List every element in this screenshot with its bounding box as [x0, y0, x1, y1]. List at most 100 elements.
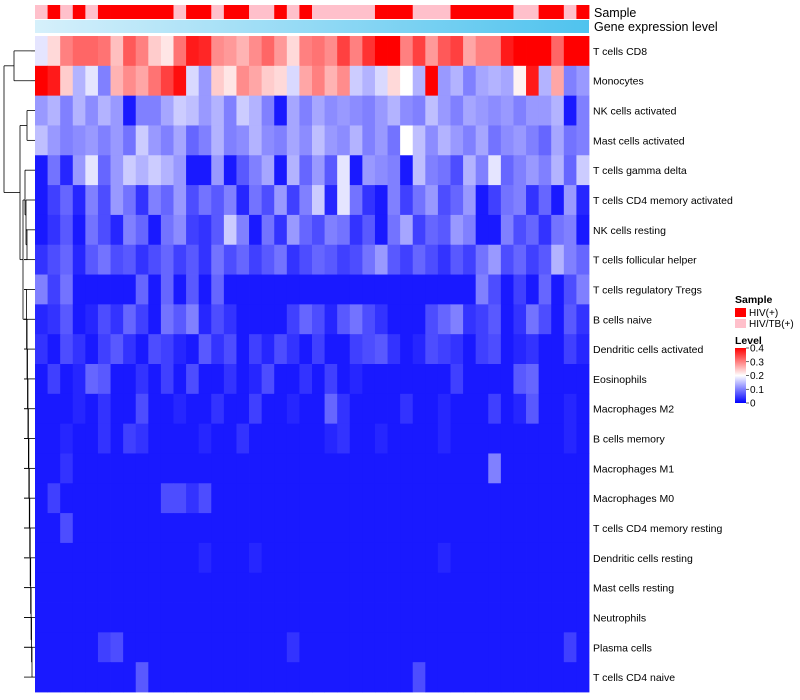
heatmap-cell — [513, 214, 527, 246]
heatmap-cell — [400, 334, 414, 365]
heatmap-cell — [72, 632, 86, 663]
heatmap-cell — [488, 632, 502, 663]
heatmap-cell — [160, 513, 174, 544]
heatmap-cell — [349, 364, 363, 395]
heatmap-cell — [526, 36, 540, 67]
heatmap-cell — [274, 364, 288, 395]
heatmap-cell — [500, 572, 514, 603]
heatmap-cell — [236, 214, 250, 246]
heatmap-cell — [513, 632, 527, 663]
heatmap-cell — [60, 453, 74, 484]
heatmap-cell — [513, 542, 527, 574]
heatmap-cell — [425, 632, 439, 663]
heatmap-cell — [551, 334, 565, 365]
heatmap-cell — [85, 453, 99, 484]
heatmap-cell — [249, 423, 263, 454]
heatmap-cell — [412, 304, 426, 335]
heatmap-cell — [463, 572, 477, 603]
heatmap-cell — [85, 155, 99, 186]
heatmap-cell — [249, 364, 263, 395]
heatmap-cell — [274, 36, 288, 67]
heatmap-cell — [463, 632, 477, 663]
heatmap-cell — [97, 65, 111, 97]
heatmap-cell — [110, 155, 124, 186]
heatmap-cell — [374, 185, 388, 216]
heatmap-cell — [148, 572, 162, 603]
heatmap-cell — [223, 65, 237, 97]
heatmap-cell — [123, 65, 137, 97]
heatmap-cell — [312, 95, 325, 126]
heatmap-cell — [576, 483, 590, 514]
heatmap-cell — [35, 662, 48, 693]
heatmap-cell — [500, 393, 514, 425]
heatmap-cell — [173, 513, 187, 544]
heatmap-cell — [60, 304, 74, 335]
heatmap-cell — [500, 453, 514, 484]
heatmap-cell — [236, 364, 250, 395]
row-label: T cells CD4 memory resting — [593, 523, 722, 535]
heatmap-cell — [563, 662, 577, 693]
heatmap-cell — [488, 542, 502, 574]
heatmap-cell — [450, 334, 464, 365]
heatmap-cell — [173, 185, 187, 216]
heatmap-cell — [198, 364, 212, 395]
heatmap-cell — [425, 662, 439, 693]
heatmap-cell — [274, 274, 288, 305]
heatmap-cell — [236, 632, 250, 663]
heatmap-cell — [135, 364, 149, 395]
heatmap-cell — [425, 125, 439, 156]
legend-level-colorbar — [735, 348, 746, 403]
heatmap-cell — [173, 95, 187, 126]
heatmap-cell — [110, 483, 124, 514]
heatmap-cell — [198, 274, 212, 305]
heatmap-cell — [324, 572, 338, 603]
heatmap-cell — [576, 364, 590, 395]
heatmap-cell — [85, 393, 99, 425]
heatmap-cell — [374, 244, 388, 275]
heatmap-cell — [85, 334, 99, 365]
heatmap-cell — [47, 364, 61, 395]
heatmap-cell — [160, 274, 174, 305]
heatmap-cell — [374, 36, 388, 67]
heatmap-cell — [60, 632, 74, 663]
heatmap-cell — [475, 155, 489, 186]
heatmap-cell — [198, 95, 212, 126]
heatmap-cell — [173, 483, 187, 514]
heatmap-cell — [526, 155, 540, 186]
heatmap-cell — [186, 483, 200, 514]
heatmap-cell — [387, 542, 401, 574]
heatmap-cell — [412, 513, 426, 544]
heatmap-cell — [349, 334, 363, 365]
heatmap-cell — [400, 393, 414, 425]
heatmap-cell — [186, 125, 200, 156]
heatmap-cell — [437, 304, 451, 335]
heatmap-cell — [223, 125, 237, 156]
heatmap-cell — [148, 95, 162, 126]
heatmap-cell — [362, 304, 376, 335]
heatmap-cell — [400, 36, 414, 67]
heatmap-cell — [286, 274, 300, 305]
heatmap-cell — [85, 304, 99, 335]
sample-annotation-cell — [500, 5, 514, 19]
heatmap-cell — [463, 304, 477, 335]
heatmap-cell — [463, 274, 477, 305]
heatmap-cell — [110, 542, 124, 574]
heatmap-cell — [72, 483, 86, 514]
heatmap-cell — [135, 125, 149, 156]
legend: Sample HIV(+) HIV/TB(+) Level 0.40.30.20… — [735, 294, 794, 410]
heatmap-cell — [35, 125, 48, 156]
heatmap-cell — [450, 274, 464, 305]
heatmap-cell — [47, 155, 61, 186]
heatmap-cell — [274, 244, 288, 275]
heatmap-cell — [160, 304, 174, 335]
heatmap-cell — [425, 185, 439, 216]
heatmap-cell — [324, 662, 338, 693]
row-label: NK cells resting — [593, 225, 666, 237]
heatmap-cell — [85, 602, 99, 633]
heatmap-cell — [286, 364, 300, 395]
heatmap-cell — [450, 572, 464, 603]
sample-annotation-bar — [35, 5, 590, 19]
heatmap-cell — [274, 662, 288, 693]
heatmap-cell — [211, 572, 225, 603]
heatmap-cell — [437, 125, 451, 156]
